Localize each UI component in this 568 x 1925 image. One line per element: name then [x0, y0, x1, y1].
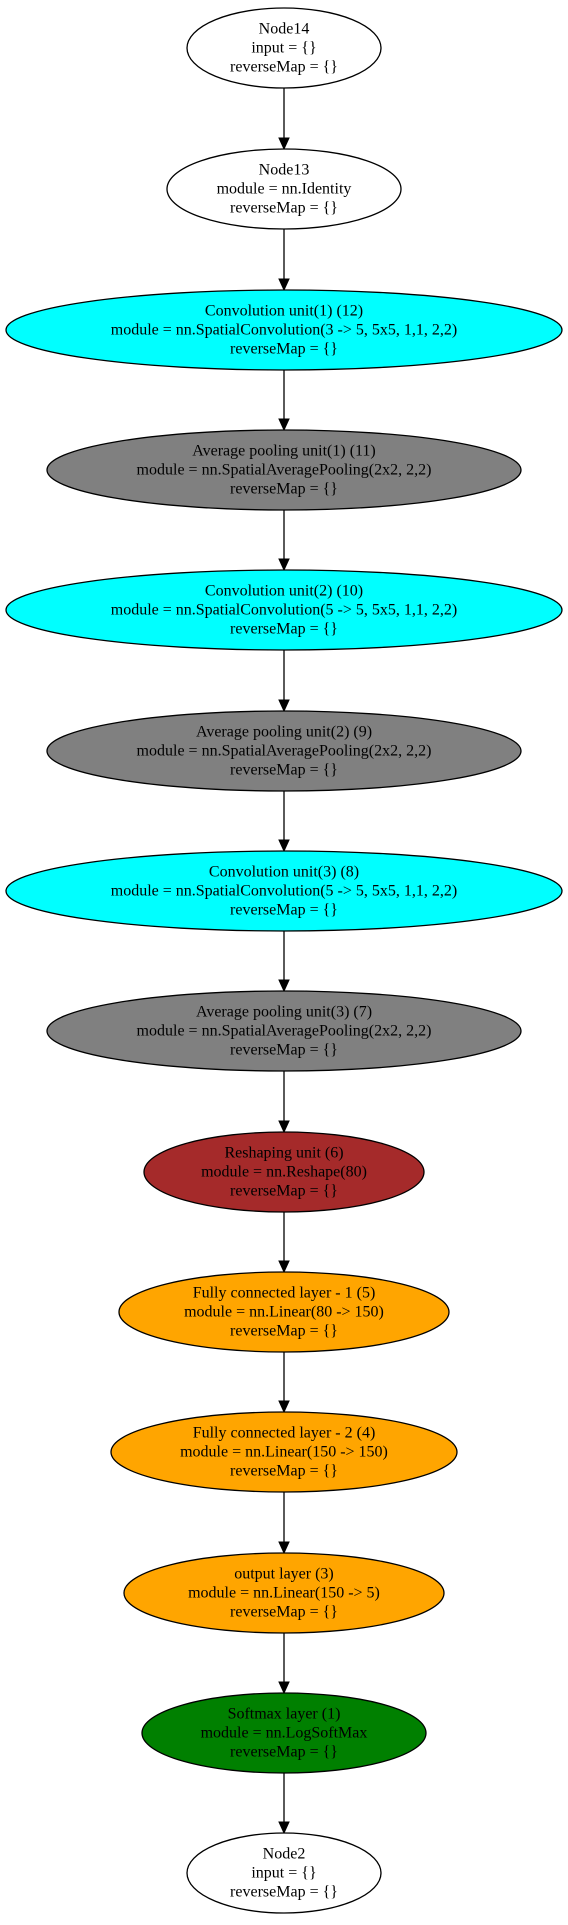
- node-field-2: reverseMap = {}: [230, 59, 338, 76]
- node-fully-connected-layer-2-4: Fully connected layer - 2 (4) module = nn…: [110, 1411, 458, 1493]
- node-average-pooling-unit-3-7: Average pooling unit(3) (7) module = nn.S…: [46, 990, 522, 1072]
- edge-arrow: [278, 88, 290, 151]
- node-field-1: module = nn.SpatialAveragePooling(2x2, 2…: [137, 1023, 432, 1040]
- node-title: Node14: [259, 21, 310, 38]
- edge-arrow: [278, 1212, 290, 1274]
- arrowhead-icon: [278, 418, 290, 432]
- edges-layer: [278, 88, 290, 1835]
- node-node13: Node13 module = nn.Identity reverseMap = {…: [166, 148, 402, 230]
- edge-arrow: [278, 1773, 290, 1835]
- edge-arrow: [278, 791, 290, 853]
- node-ellipse: [46, 710, 522, 792]
- node-convolution-unit-3-8: Convolution unit(3) (8) module = nn.Spati…: [5, 850, 563, 932]
- node-ellipse: [186, 7, 382, 89]
- node-ellipse: [110, 1411, 458, 1493]
- node-title: Average pooling unit(2) (9): [196, 724, 372, 741]
- node-field-2: reverseMap = {}: [230, 341, 338, 358]
- node-field-1: module = nn.LogSoftMax: [201, 1725, 368, 1742]
- node-convolution-unit-1-12: Convolution unit(1) (12) module = nn.Spat…: [5, 289, 563, 371]
- node-average-pooling-unit-2-9: Average pooling unit(2) (9) module = nn.S…: [46, 710, 522, 792]
- node-field-2: reverseMap = {}: [230, 1323, 338, 1340]
- node-title: Average pooling unit(1) (11): [192, 443, 376, 460]
- arrowhead-icon: [278, 1120, 290, 1134]
- node-field-1: module = nn.Identity: [217, 181, 352, 198]
- arrowhead-icon: [278, 699, 290, 713]
- arrowhead-icon: [278, 278, 290, 292]
- node-title: Node13: [259, 162, 310, 179]
- arrowhead-icon: [278, 1541, 290, 1555]
- node-ellipse: [46, 990, 522, 1072]
- node-node14: Node14 input = {} reverseMap = {}: [186, 7, 382, 89]
- node-field-1: module = nn.Linear(80 -> 150): [184, 1304, 384, 1321]
- node-ellipse: [5, 569, 563, 651]
- node-title: Softmax layer (1): [228, 1706, 341, 1723]
- node-fully-connected-layer-1-5: Fully connected layer - 1 (5) module = nn…: [118, 1271, 450, 1353]
- edge-arrow: [278, 931, 290, 993]
- node-title: Convolution unit(1) (12): [205, 303, 363, 320]
- node-field-1: module = nn.SpatialConvolution(5 -> 5, 5…: [111, 602, 457, 619]
- node-node2: Node2 input = {} reverseMap = {}: [186, 1832, 382, 1914]
- node-field-1: module = nn.SpatialConvolution(3 -> 5, 5…: [111, 322, 457, 339]
- arrowhead-icon: [278, 1400, 290, 1414]
- node-ellipse: [141, 1692, 427, 1774]
- arrowhead-icon: [278, 137, 290, 151]
- node-title: Fully connected layer - 1 (5): [193, 1285, 376, 1302]
- node-field-1: module = nn.Linear(150 -> 5): [188, 1585, 380, 1602]
- node-field-2: reverseMap = {}: [230, 902, 338, 919]
- arrowhead-icon: [278, 1260, 290, 1274]
- node-field-1: module = nn.Linear(150 -> 150): [180, 1444, 388, 1461]
- node-field-2: reverseMap = {}: [230, 1744, 338, 1761]
- node-field-2: reverseMap = {}: [230, 621, 338, 638]
- node-ellipse: [118, 1271, 450, 1353]
- node-ellipse: [186, 1832, 382, 1914]
- node-field-1: module = nn.Reshape(80): [201, 1164, 367, 1181]
- node-reshaping-unit-6: Reshaping unit (6) module = nn.Reshape(80…: [143, 1131, 425, 1213]
- edge-arrow: [278, 510, 290, 572]
- node-title: Convolution unit(3) (8): [209, 864, 359, 881]
- arrowhead-icon: [278, 1821, 290, 1835]
- node-average-pooling-unit-1-11: Average pooling unit(1) (11) module = nn.…: [46, 429, 522, 511]
- node-title: output layer (3): [234, 1566, 334, 1583]
- edge-arrow: [278, 370, 290, 432]
- node-title: Fully connected layer - 2 (4): [193, 1425, 376, 1442]
- node-field-2: reverseMap = {}: [230, 1884, 338, 1901]
- arrowhead-icon: [278, 979, 290, 993]
- edge-arrow: [278, 650, 290, 713]
- nodes-layer: Node14 input = {} reverseMap = {} Node13 mod…: [5, 7, 563, 1914]
- node-field-2: reverseMap = {}: [230, 481, 338, 498]
- node-field-2: reverseMap = {}: [230, 1463, 338, 1480]
- node-field-1: input = {}: [251, 1865, 316, 1882]
- arrowhead-icon: [278, 1681, 290, 1695]
- edge-arrow: [278, 1352, 290, 1414]
- edge-arrow: [278, 229, 290, 292]
- edge-arrow: [278, 1492, 290, 1555]
- node-ellipse: [143, 1131, 425, 1213]
- node-field-2: reverseMap = {}: [230, 1183, 338, 1200]
- node-ellipse: [5, 289, 563, 371]
- edge-arrow: [278, 1633, 290, 1695]
- node-title: Reshaping unit (6): [224, 1145, 343, 1162]
- node-ellipse: [166, 148, 402, 230]
- node-field-2: reverseMap = {}: [230, 1042, 338, 1059]
- node-field-1: module = nn.SpatialConvolution(5 -> 5, 5…: [111, 883, 457, 900]
- node-softmax-layer-1: Softmax layer (1) module = nn.LogSoftMax r…: [141, 1692, 427, 1774]
- node-title: Convolution unit(2) (10): [205, 583, 363, 600]
- arrowhead-icon: [278, 839, 290, 853]
- node-field-1: input = {}: [251, 40, 316, 57]
- node-ellipse: [46, 429, 522, 511]
- node-title: Node2: [263, 1846, 306, 1863]
- node-field-1: module = nn.SpatialAveragePooling(2x2, 2…: [137, 743, 432, 760]
- node-field-2: reverseMap = {}: [230, 200, 338, 217]
- node-ellipse: [5, 850, 563, 932]
- arrowhead-icon: [278, 558, 290, 572]
- node-field-2: reverseMap = {}: [230, 1604, 338, 1621]
- node-ellipse: [123, 1552, 445, 1634]
- node-title: Average pooling unit(3) (7): [196, 1004, 372, 1021]
- edge-arrow: [278, 1071, 290, 1134]
- node-output-layer-3: output layer (3) module = nn.Linear(150 -…: [123, 1552, 445, 1634]
- node-field-2: reverseMap = {}: [230, 762, 338, 779]
- node-convolution-unit-2-10: Convolution unit(2) (10) module = nn.Spat…: [5, 569, 563, 651]
- node-field-1: module = nn.SpatialAveragePooling(2x2, 2…: [137, 462, 432, 479]
